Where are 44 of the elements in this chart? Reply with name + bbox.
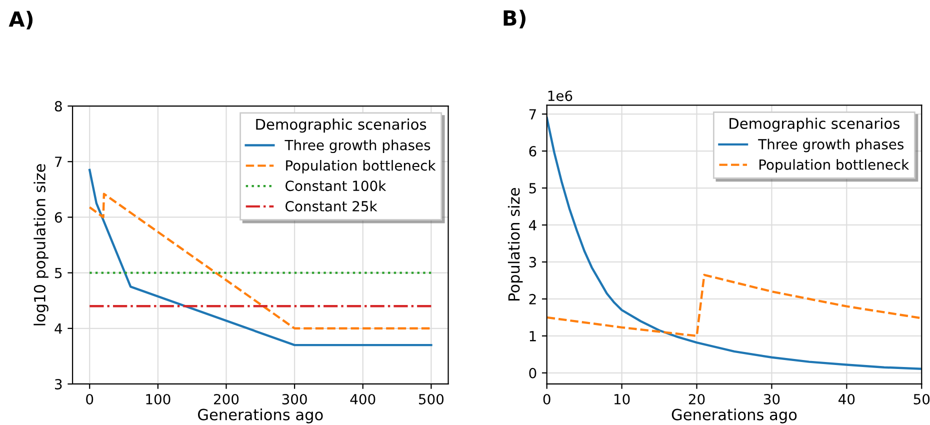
y-tick-label: 4: [54, 324, 62, 334]
line-series: [546, 116, 922, 370]
x-tick-label: 200: [214, 394, 239, 404]
chart-title: B): [504, 10, 526, 28]
y-tick-label: 5: [529, 183, 536, 194]
y-axis-title: Population size: [508, 188, 523, 300]
legend-label: Three growth phases: [284, 140, 430, 154]
y-tick-label: 3: [55, 378, 62, 390]
legend-label: Constant 25k: [286, 200, 378, 212]
y-tick-label: 5: [55, 268, 62, 278]
x-axis-title: Generations ago: [672, 408, 797, 424]
y-tick-label: 1: [530, 331, 536, 342]
x-tick-label: 0: [86, 394, 94, 404]
y-tick-label: 2: [529, 294, 536, 304]
legend-label: Constant 100k: [286, 180, 386, 192]
x-tick-label: 20: [688, 394, 705, 404]
text: 1e6: [548, 90, 572, 102]
y-axis-title: log10 population size: [34, 164, 48, 326]
legend-title: Demographic scenarios: [730, 118, 900, 132]
legend-label: Population bottleneck: [759, 159, 910, 173]
y-tick-label: 0: [529, 368, 536, 378]
x-tick-label: 50: [914, 394, 930, 404]
x-axis-title: Generations ago: [198, 408, 323, 424]
legend-title: Demographic scenarios: [256, 118, 426, 133]
line-series: [546, 274, 922, 338]
y-tick-label: 7: [55, 156, 62, 167]
y-tick-label: 4: [528, 220, 536, 230]
x-tick-label: 40: [838, 394, 855, 404]
legend-label: Three growth phases: [758, 138, 904, 152]
x-tick-label: 500: [419, 394, 444, 404]
chart-title: A): [8, 10, 33, 30]
y-tick-label: 6: [54, 212, 62, 223]
legend-label: Population bottleneck: [286, 160, 436, 174]
x-tick-label: 100: [146, 394, 170, 404]
line-series: [88, 192, 432, 330]
y-tick-label: 8: [54, 101, 62, 112]
x-tick-label: 300: [282, 394, 307, 404]
x-tick-label: 400: [350, 394, 376, 404]
y-tick-label: 3: [529, 256, 536, 268]
x-tick-label: 0: [543, 394, 550, 404]
y-tick-label: 7: [529, 109, 536, 120]
x-tick-label: 10: [614, 394, 630, 404]
x-tick-label: 30: [764, 394, 780, 404]
y-tick-label: 6: [529, 146, 536, 157]
